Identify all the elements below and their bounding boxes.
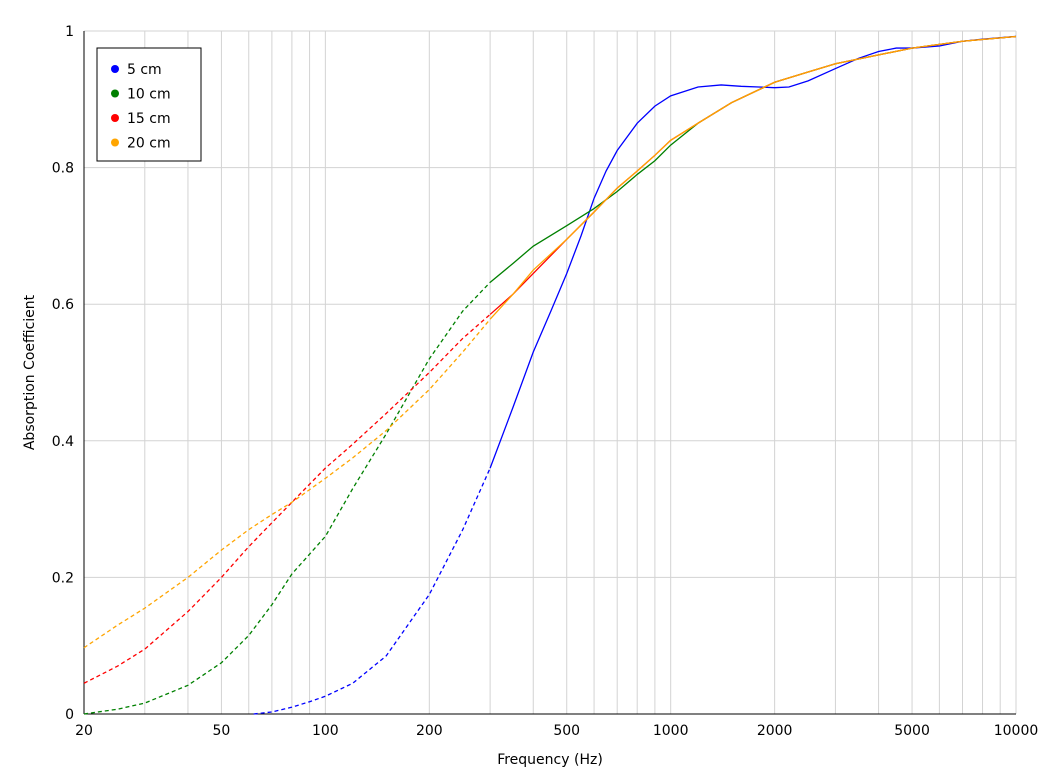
series-5-cm-dashed <box>253 467 491 715</box>
series-20-cm-dashed <box>83 318 491 649</box>
series-15-cm-dashed <box>83 313 491 684</box>
y-axis-title: Absorption Coefficient <box>22 294 38 450</box>
legend-label: 20 cm <box>127 136 171 152</box>
x-tick-labels: 20 50 100 200 500 1000 2000 5000 10000 <box>75 723 1038 739</box>
x-tick-label: 2000 <box>757 723 793 739</box>
x-tick-label: 10000 <box>994 723 1039 739</box>
series-20-cm-line <box>489 35 1017 320</box>
x-tick-label: 200 <box>416 723 443 739</box>
y-tick-label: 0.6 <box>52 297 74 313</box>
y-tick-label: 0.4 <box>52 434 74 450</box>
x-axis-title: Frequency (Hz) <box>497 752 603 768</box>
y-tick-label: 0.8 <box>52 161 74 177</box>
legend-marker <box>111 138 119 147</box>
legend-label: 15 cm <box>127 111 171 127</box>
axes <box>83 31 1016 715</box>
x-tick-label: 50 <box>213 723 231 739</box>
x-tick-label: 100 <box>312 723 339 739</box>
x-tick-label: 1000 <box>653 723 689 739</box>
legend-marker <box>111 65 119 73</box>
series-10-cm-line <box>489 35 1017 283</box>
legend: 5 cm 10 cm 15 cm 20 cm <box>96 47 202 162</box>
y-tick-label: 0.2 <box>52 570 74 586</box>
grid <box>83 30 1017 715</box>
legend-label: 10 cm <box>127 87 171 103</box>
legend-label: 5 cm <box>127 62 162 78</box>
x-tick-label: 20 <box>75 723 93 739</box>
x-tick-label: 5000 <box>894 723 930 739</box>
series-10-cm-dashed <box>83 281 491 715</box>
y-tick-label: 1 <box>65 24 74 40</box>
legend-marker <box>111 89 119 98</box>
series-lines <box>83 35 1017 715</box>
legend-items: 5 cm 10 cm 15 cm 20 cm <box>111 62 171 152</box>
y-tick-labels: 0 0.2 0.4 0.6 0.8 1 <box>52 24 74 723</box>
x-tick-label: 500 <box>553 723 580 739</box>
y-tick-label: 0 <box>65 707 74 723</box>
series-5-cm-line <box>489 35 1017 469</box>
series-15-cm-line <box>489 35 1017 315</box>
legend-marker <box>111 114 119 122</box>
